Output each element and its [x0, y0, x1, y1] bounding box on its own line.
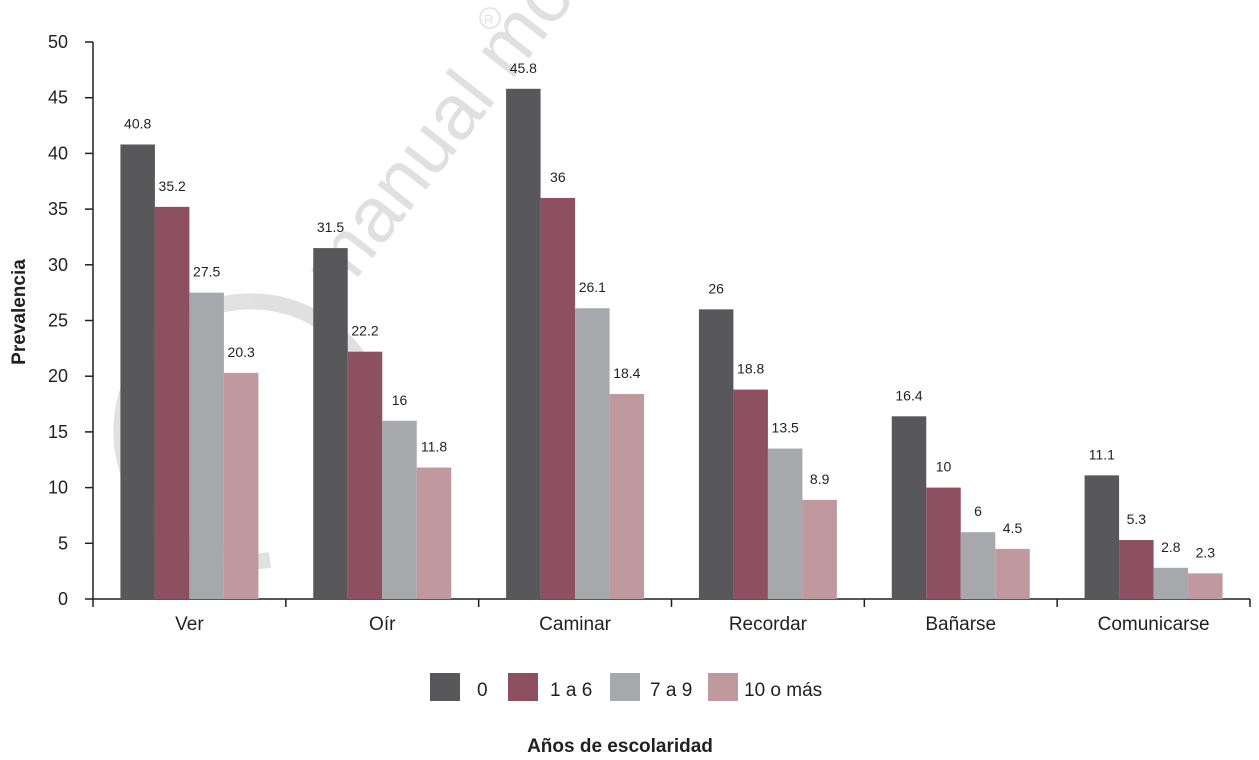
bar	[382, 420, 417, 599]
bar	[1188, 573, 1223, 599]
bar	[223, 372, 259, 599]
bar	[347, 351, 383, 599]
data-label: 10	[936, 459, 952, 475]
x-tick-label: Caminar	[539, 614, 611, 635]
data-label: 11.8	[421, 439, 447, 455]
data-label: 11.1	[1089, 446, 1115, 462]
legend-swatch	[708, 673, 738, 701]
y-tick-label: 20	[48, 366, 68, 386]
bar	[960, 532, 996, 599]
x-tick-label: Bañarse	[925, 614, 996, 635]
data-label: 22.2	[351, 323, 378, 339]
bar	[120, 144, 155, 599]
bar	[698, 309, 734, 599]
svg-text:R: R	[484, 12, 493, 27]
data-label: 20.3	[228, 344, 255, 360]
data-label: 4.5	[1003, 520, 1023, 536]
category-labels-group: Ver Oír Caminar Recordar Bañarse Comunicarse	[175, 614, 1209, 635]
data-labels-group: 40.8 35.2 27.5 20.3 31.5 22.2 16 11.8 45.8 36 26.1…	[124, 60, 1215, 561]
data-label: 27.5	[193, 264, 220, 280]
bar	[609, 394, 645, 599]
bar	[767, 448, 803, 599]
x-axis-ticks	[92, 599, 1251, 607]
data-label: 40.8	[124, 115, 151, 131]
watermark-text-1: manual moderno	[284, 0, 714, 310]
y-tick-label: 0	[58, 589, 68, 609]
data-label: 13.5	[772, 420, 799, 436]
bar	[154, 206, 190, 599]
bar	[802, 499, 837, 599]
data-label: 36	[550, 169, 566, 185]
legend-label: 10 o más	[744, 680, 822, 701]
y-tick-label: 30	[48, 255, 68, 275]
data-label: 45.8	[510, 60, 537, 76]
bar	[506, 88, 541, 600]
data-label: 18.8	[737, 361, 764, 377]
data-label: 2.3	[1196, 544, 1216, 560]
bar	[189, 292, 224, 599]
bar	[926, 487, 961, 599]
y-tick-label: 5	[58, 533, 68, 553]
y-tick-label: 40	[48, 143, 68, 163]
data-label: 8.9	[810, 471, 830, 487]
bar	[575, 308, 610, 599]
data-label: 2.8	[1161, 539, 1181, 555]
y-tick-label: 25	[48, 311, 68, 331]
legend-label: 0	[477, 680, 488, 701]
legend-label: 7 a 9	[650, 680, 692, 701]
data-label: 35.2	[159, 178, 186, 194]
bar	[733, 389, 768, 599]
data-label: 6	[974, 503, 982, 519]
data-label: 16	[392, 392, 408, 408]
bar	[995, 548, 1030, 599]
data-label: 5.3	[1127, 511, 1147, 527]
bar	[1084, 475, 1120, 599]
legend-swatch	[430, 673, 460, 701]
y-tick-label: 10	[48, 478, 68, 498]
x-tick-label: Comunicarse	[1098, 614, 1210, 635]
x-tick-label: Oír	[369, 614, 396, 635]
y-tick-label: 50	[48, 32, 68, 52]
data-label: 26	[708, 280, 724, 296]
y-tick-label: 35	[48, 199, 68, 219]
data-label: 26.1	[579, 279, 606, 295]
y-axis-ticks: 0 5 10 15 20 25 30 35 40 45 50	[48, 32, 93, 609]
bar	[891, 416, 927, 599]
y-tick-label: 45	[48, 88, 68, 108]
bar	[416, 467, 452, 599]
legend-swatch	[508, 673, 538, 701]
bar	[313, 248, 348, 599]
legend: 0 1 a 6 7 a 9 10 o más	[430, 673, 822, 701]
data-label: 16.4	[895, 387, 922, 403]
bar	[540, 197, 576, 599]
y-axis-title: Prevalencia	[9, 259, 30, 365]
bars-group	[120, 88, 1223, 600]
bar	[1119, 539, 1154, 599]
legend-label: 1 a 6	[550, 680, 592, 701]
x-tick-label: Recordar	[729, 614, 808, 635]
y-tick-label: 15	[48, 422, 68, 442]
legend-swatch	[610, 673, 640, 701]
data-label: 31.5	[317, 219, 344, 235]
bar	[1153, 567, 1189, 599]
x-axis-title: Años de escolaridad	[527, 736, 713, 757]
data-label: 18.4	[613, 365, 640, 381]
x-tick-label: Ver	[175, 614, 204, 635]
